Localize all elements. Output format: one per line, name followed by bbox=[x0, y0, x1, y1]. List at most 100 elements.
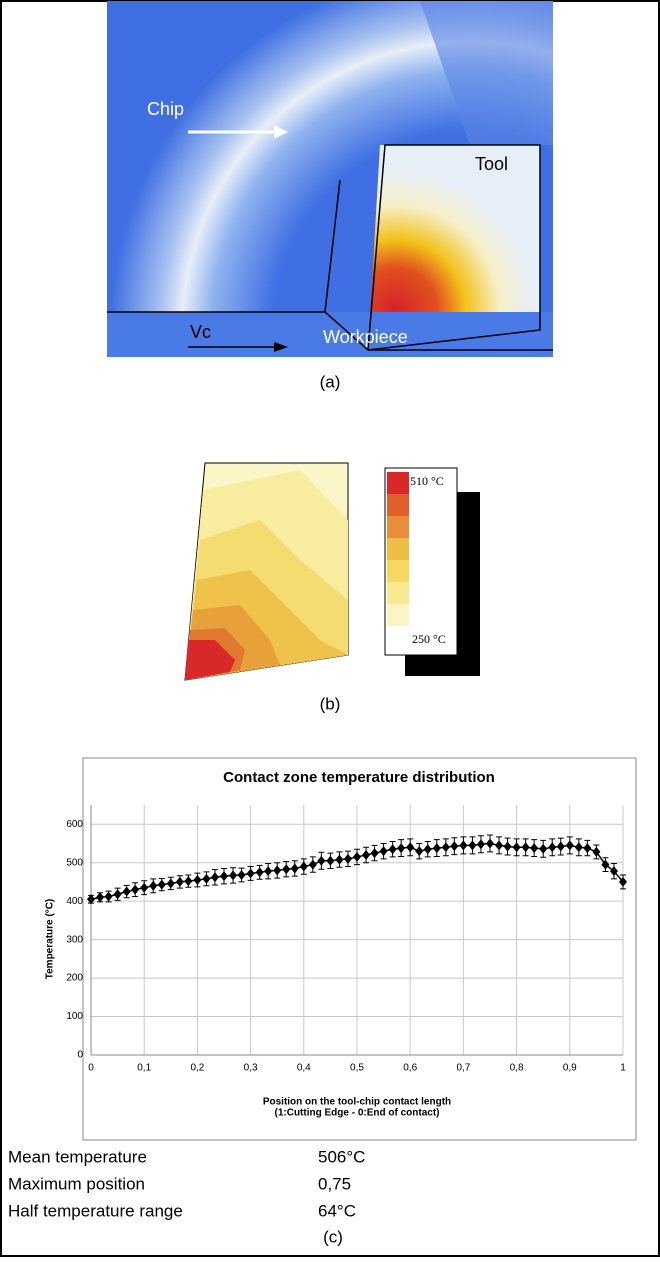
data-point bbox=[574, 842, 583, 853]
data-point bbox=[353, 851, 361, 862]
data-point bbox=[96, 892, 105, 903]
data-point bbox=[530, 843, 539, 854]
data-point bbox=[157, 879, 166, 890]
stats: Mean temperature 506°C Maximum position … bbox=[8, 1147, 365, 1220]
x-tick-label: 0 bbox=[88, 1063, 94, 1074]
data-point bbox=[87, 894, 95, 905]
data-point bbox=[220, 871, 228, 882]
thermal-image: Chip Tool Vc Workpiece bbox=[107, 1, 553, 357]
contour-map bbox=[184, 462, 349, 681]
data-point bbox=[406, 842, 415, 853]
scale-min: 250 °C bbox=[412, 632, 446, 646]
data-point bbox=[476, 839, 485, 850]
data-point bbox=[370, 848, 379, 859]
data-point bbox=[432, 843, 441, 854]
data-point bbox=[246, 868, 255, 879]
data-point bbox=[388, 844, 397, 855]
data-point bbox=[317, 855, 326, 866]
data-point bbox=[548, 842, 557, 853]
x-tick-label: 0,7 bbox=[456, 1063, 470, 1074]
data-point bbox=[459, 840, 468, 851]
stat-label: Half temperature range bbox=[8, 1201, 183, 1220]
data-point bbox=[415, 846, 424, 857]
data-point bbox=[441, 842, 450, 853]
data-point bbox=[379, 846, 388, 857]
stat-value: 64°C bbox=[318, 1201, 356, 1220]
label-tool: Tool bbox=[475, 154, 508, 174]
data-point bbox=[619, 876, 627, 887]
data-point bbox=[193, 875, 202, 885]
data-point bbox=[264, 866, 273, 877]
y-tick-label: 600 bbox=[66, 819, 83, 830]
x-tick-label: 1 bbox=[620, 1063, 626, 1074]
data-point bbox=[122, 886, 131, 897]
chart-frame bbox=[82, 757, 637, 1141]
data-point bbox=[512, 842, 521, 853]
data-point bbox=[495, 840, 504, 851]
data-point bbox=[290, 863, 299, 874]
label-workpiece: Workpiece bbox=[323, 327, 408, 347]
data-point bbox=[362, 850, 371, 860]
y-axis-label: Temperature (°C) bbox=[45, 899, 56, 980]
data-point bbox=[335, 854, 344, 865]
stat-value: 0,75 bbox=[318, 1174, 351, 1193]
data-point bbox=[592, 846, 601, 857]
x-axis-label: Position on the tool-chip contact length bbox=[263, 1097, 451, 1108]
data-point bbox=[539, 843, 548, 854]
label-chip: Chip bbox=[147, 99, 184, 119]
data-point bbox=[468, 840, 477, 851]
data-point bbox=[255, 867, 264, 878]
data-point bbox=[308, 859, 317, 870]
data-point bbox=[149, 880, 158, 891]
data-point bbox=[601, 859, 610, 870]
x-tick-label: 0,9 bbox=[563, 1063, 577, 1074]
label-vc: Vc bbox=[190, 322, 211, 342]
data-point bbox=[556, 841, 565, 852]
data-point bbox=[565, 840, 574, 851]
caption-c: (c) bbox=[323, 1227, 343, 1246]
stat-value: 506°C bbox=[318, 1147, 365, 1166]
x-axis-label: (1:Cutting Edge - 0:End of contact) bbox=[275, 1108, 440, 1119]
data-point bbox=[273, 865, 282, 876]
x-tick-label: 0,3 bbox=[244, 1063, 258, 1074]
data-point bbox=[113, 889, 122, 900]
x-tick-label: 0,2 bbox=[190, 1063, 204, 1074]
data-point bbox=[282, 864, 291, 875]
data-point bbox=[343, 853, 352, 864]
data-point bbox=[202, 873, 211, 884]
scale-max: 510 °C bbox=[410, 474, 444, 488]
x-tick-label: 0,1 bbox=[137, 1063, 151, 1074]
y-tick-label: 400 bbox=[66, 896, 83, 907]
x-tick-label: 0,8 bbox=[510, 1063, 524, 1074]
data-point bbox=[104, 891, 113, 902]
data-point bbox=[583, 843, 592, 854]
data-point bbox=[503, 841, 512, 852]
stat-label: Mean temperature bbox=[8, 1147, 147, 1166]
data-point bbox=[184, 876, 193, 887]
caption-a: (a) bbox=[320, 372, 341, 391]
x-tick-label: 0,5 bbox=[350, 1063, 364, 1074]
x-tick-label: 0,6 bbox=[403, 1063, 417, 1074]
y-tick-label: 200 bbox=[66, 973, 83, 984]
data-point bbox=[166, 878, 175, 889]
data-point bbox=[210, 872, 219, 883]
y-tick-label: 500 bbox=[66, 857, 83, 868]
y-tick-label: 100 bbox=[66, 1011, 83, 1022]
x-tick-label: 0,4 bbox=[297, 1063, 311, 1074]
caption-b: (b) bbox=[320, 694, 341, 713]
data-point bbox=[175, 876, 184, 887]
chart: Contact zone temperature distribution Te… bbox=[45, 769, 627, 1119]
color-scale: 510 °C 250 °C bbox=[384, 467, 480, 676]
data-point bbox=[131, 884, 140, 895]
data-point bbox=[237, 870, 246, 880]
stat-label: Maximum position bbox=[8, 1174, 145, 1193]
data-point bbox=[229, 870, 238, 881]
data-point bbox=[450, 841, 459, 852]
data-point bbox=[140, 882, 149, 893]
data-point bbox=[299, 861, 308, 872]
y-tick-label: 300 bbox=[66, 934, 83, 945]
data-point bbox=[423, 844, 432, 855]
data-point bbox=[397, 843, 406, 854]
data-point bbox=[326, 855, 335, 866]
